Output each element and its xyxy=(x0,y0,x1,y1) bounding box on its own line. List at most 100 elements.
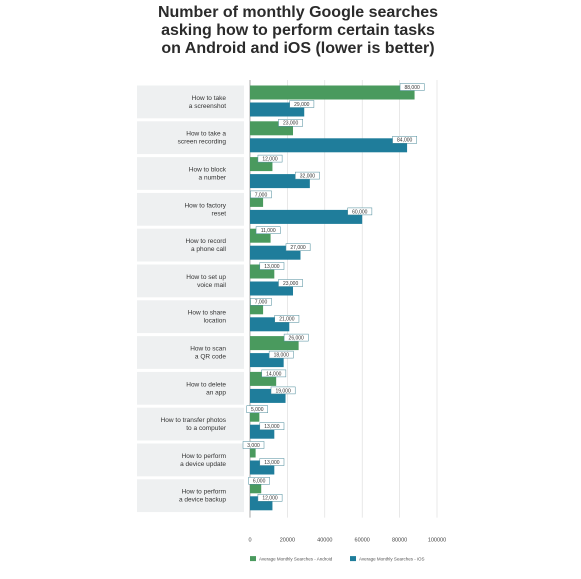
value-label: 12,000 xyxy=(262,496,278,502)
category-band xyxy=(137,479,244,513)
value-label: 18,000 xyxy=(274,353,290,359)
category-label: screen recording xyxy=(178,139,227,146)
bar-ios xyxy=(250,174,310,189)
value-label-box xyxy=(257,494,283,502)
category-label: How to transfer photos xyxy=(161,417,227,424)
category-label: How to set up xyxy=(186,274,226,281)
x-tick-label: 60000 xyxy=(355,538,370,544)
category-label: How to scan xyxy=(190,346,226,353)
value-label: 27,000 xyxy=(290,245,306,251)
category-band xyxy=(137,371,244,405)
category-band xyxy=(137,300,244,334)
legend-swatch-ios xyxy=(350,556,356,562)
category-label: How to share xyxy=(188,310,227,317)
category-band xyxy=(137,192,244,226)
category-label: an app xyxy=(206,389,226,396)
value-label-box xyxy=(392,136,418,144)
category-label: How to factory xyxy=(184,202,226,209)
value-label: 84,000 xyxy=(397,138,413,144)
legend-label-ios: Average Monthly Searches - iOS xyxy=(359,557,424,562)
category-label: How to take a xyxy=(186,131,226,138)
category-label: How to perform xyxy=(182,453,226,460)
x-tick-label: 20000 xyxy=(280,538,295,544)
value-label-box xyxy=(261,369,287,378)
category-label: How to block xyxy=(189,167,227,174)
category-label: to a computer xyxy=(186,425,227,432)
category-bands xyxy=(137,85,244,513)
value-label-box xyxy=(242,441,265,449)
category-label: a device backup xyxy=(179,497,226,504)
value-label: 5,000 xyxy=(251,407,264,413)
title-line-1: Number of monthly Google searches xyxy=(158,4,438,21)
value-label: 12,000 xyxy=(262,157,278,163)
value-label: 32,000 xyxy=(300,174,316,180)
bar-android xyxy=(250,443,256,458)
value-label-box xyxy=(347,207,373,216)
value-label-box xyxy=(259,422,285,430)
category-label: a device update xyxy=(180,461,226,468)
value-label: 13,000 xyxy=(264,424,280,430)
value-label-box xyxy=(399,83,425,91)
bar-android xyxy=(250,407,260,422)
value-label: 3,000 xyxy=(247,443,260,449)
value-label: 7,000 xyxy=(255,300,268,306)
value-label-box xyxy=(250,298,272,306)
x-tick-label: 100000 xyxy=(428,538,446,544)
category-band xyxy=(137,264,244,298)
bar-ios xyxy=(250,138,408,153)
value-label-box xyxy=(246,405,268,413)
category-band xyxy=(137,228,244,262)
category-label: How to record xyxy=(186,238,227,245)
category-label: How to perform xyxy=(182,489,226,496)
value-label: 13,000 xyxy=(264,460,280,466)
value-label-box xyxy=(283,333,309,342)
value-label: 13,000 xyxy=(264,264,280,270)
title-line-2: asking how to perform certain tasks xyxy=(161,22,435,39)
category-label: reset xyxy=(212,210,227,217)
title-line-3: on Android and iOS (lower is better) xyxy=(161,40,434,57)
legend-label-android: Average Monthly Searches - Android xyxy=(259,557,333,562)
value-label: 19,000 xyxy=(275,388,291,394)
value-label-box xyxy=(268,350,294,359)
category-label: a phone call xyxy=(191,246,227,253)
category-band xyxy=(137,121,244,155)
value-label: 14,000 xyxy=(266,371,282,377)
value-label: 7,000 xyxy=(255,192,268,198)
legend: Average Monthly Searches - Android Averag… xyxy=(250,556,424,562)
x-tick-label: 80000 xyxy=(392,538,407,544)
bar-android xyxy=(250,479,262,494)
value-label-box xyxy=(259,262,285,270)
value-label: 23,000 xyxy=(283,121,299,127)
category-band xyxy=(137,157,244,190)
value-label-box xyxy=(250,190,272,199)
value-label-box xyxy=(270,386,296,395)
value-label: 26,000 xyxy=(289,336,305,342)
value-label: 60,000 xyxy=(352,209,368,215)
category-label: voice mail xyxy=(197,282,226,289)
value-label: 21,000 xyxy=(279,317,295,323)
category-label: a number xyxy=(199,175,227,182)
bar-android xyxy=(250,85,415,100)
bar-ios xyxy=(250,209,363,224)
value-label: 6,000 xyxy=(253,479,266,485)
category-band xyxy=(137,407,244,441)
category-label: How to take xyxy=(192,95,227,102)
legend-swatch-android xyxy=(250,556,256,562)
value-label-box xyxy=(289,100,315,108)
x-tick-label: 0 xyxy=(248,538,251,544)
value-label-box xyxy=(295,171,320,180)
value-label: 11,000 xyxy=(261,228,276,234)
value-label-box xyxy=(278,119,303,127)
bars: 88,000 29,000 23,000 84,000 12,000 32,000 7,00… xyxy=(242,83,425,511)
x-tick-label: 40000 xyxy=(317,538,332,544)
value-label: 23,000 xyxy=(283,281,299,287)
value-label-box xyxy=(257,154,283,163)
category-label: a QR code xyxy=(195,354,226,361)
category-label: a screenshot xyxy=(189,103,226,110)
value-label-box xyxy=(274,315,300,323)
value-label: 29,000 xyxy=(294,102,310,108)
category-band xyxy=(137,336,244,369)
category-label: How to delete xyxy=(186,381,226,388)
